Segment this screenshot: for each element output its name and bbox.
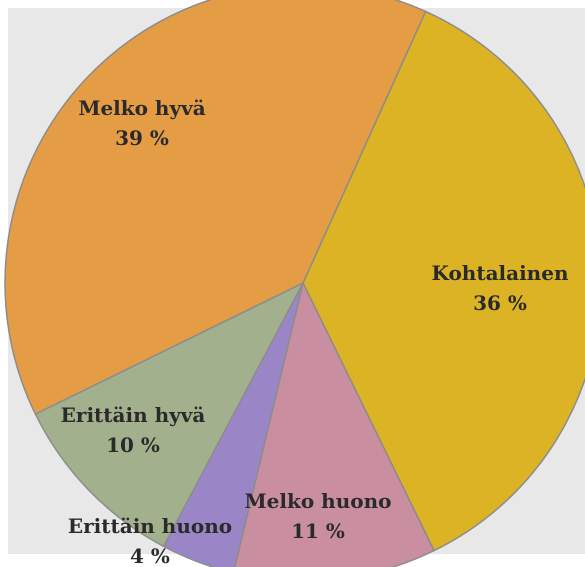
slice-label-4: Melko hyvä xyxy=(78,96,205,120)
pie-slice-0 xyxy=(302,10,585,552)
pie-slices xyxy=(4,0,585,567)
slice-value-label-0: 36 % xyxy=(473,291,527,315)
slice-value-label-4: 39 % xyxy=(115,126,169,150)
pie-slice-3 xyxy=(34,281,305,548)
pie-slice-1 xyxy=(234,280,436,567)
slice-value-label-1: 11 % xyxy=(291,519,345,543)
slice-label-3: Erittäin hyvä xyxy=(61,403,206,427)
slice-label-2: Erittäin huono xyxy=(68,514,232,538)
slice-value-label-2: 4 % xyxy=(130,544,170,567)
slice-value-label-3: 10 % xyxy=(106,433,160,457)
slice-labels: Kohtalainen 36 % Melko huono 11 % Erittäin h… xyxy=(61,96,569,567)
slice-label-1: Melko huono xyxy=(245,489,392,513)
pie-slice-4 xyxy=(4,0,427,416)
slice-label-0: Kohtalainen xyxy=(432,261,569,285)
